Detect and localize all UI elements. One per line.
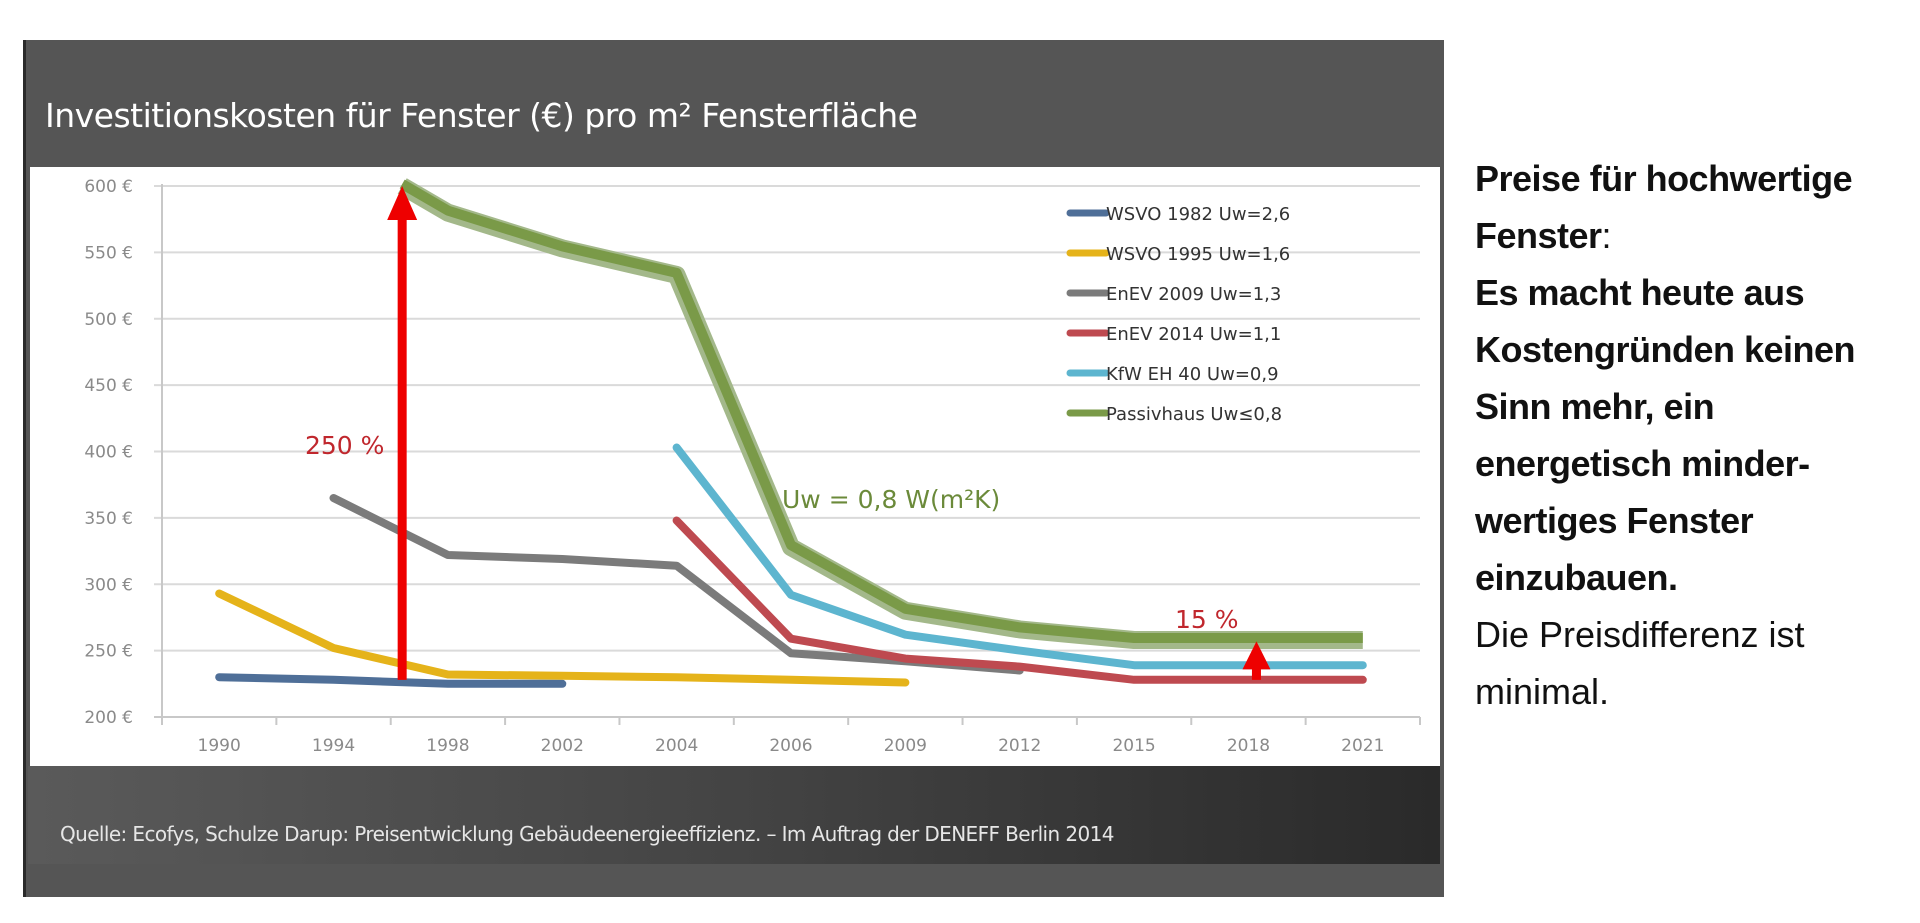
x-tick-label: 1990	[198, 736, 241, 756]
side-line-3: Es macht heute aus	[1475, 272, 1805, 313]
side-commentary: Preise für hochwertige Fenster: Es macht…	[1475, 150, 1915, 720]
legend-label: Passivhaus Uw≤0,8	[1106, 404, 1282, 425]
y-axis-ticks: 200 € 250 € 300 € 350 € 400 € 450 € 500 € 550 €…	[84, 177, 133, 728]
series-line	[672, 516, 1367, 684]
side-line-1: Preise für hochwertige	[1475, 158, 1853, 199]
source-note: Quelle: Ecofys, Schulze Darup: Preisentw…	[60, 822, 1114, 846]
x-tick-label: 2004	[655, 736, 698, 756]
annotations: 250 % 15 % Uw = 0,8 W(m²K)	[305, 186, 1271, 680]
x-tick-label: 2002	[541, 736, 584, 756]
legend-label: WSVO 1995 Uw=1,6	[1106, 244, 1290, 265]
side-line-2: Fenster:	[1475, 207, 1915, 264]
annotation-250-percent: 250 %	[305, 431, 384, 460]
arrow-250-percent	[387, 186, 418, 680]
x-tick-label: 1998	[426, 736, 469, 756]
side-line-8: einzubauen.	[1475, 557, 1678, 598]
side-line-4: Kostengründen keinen	[1475, 329, 1856, 370]
arrow-15-percent	[1242, 641, 1271, 680]
side-line-7: wertiges Fenster	[1475, 500, 1754, 541]
x-axis: 1990 1994 1998 2002 2004 2006 2009 2012 2015 2018…	[161, 184, 1421, 756]
x-tick-label: 2009	[884, 736, 927, 756]
x-tick-label: 2006	[769, 736, 812, 756]
x-tick-label: 1994	[312, 736, 355, 756]
series-line	[215, 673, 567, 688]
y-tick-label: 450 €	[84, 376, 133, 396]
legend-label: EnEV 2014 Uw=1,1	[1106, 324, 1281, 345]
series-lines	[215, 178, 1367, 688]
side-line-2-colon: :	[1601, 215, 1612, 256]
y-tick-label: 500 €	[84, 310, 133, 330]
series-line	[215, 589, 910, 687]
line-chart: 200 € 250 € 300 € 350 € 400 € 450 € 500 € 550 €…	[84, 177, 1421, 756]
x-tick-label: 2021	[1341, 736, 1384, 756]
y-tick-label: 600 €	[84, 177, 133, 197]
annotation-15-percent: 15 %	[1175, 605, 1239, 634]
y-tick-label: 400 €	[84, 443, 133, 463]
y-tick-label: 550 €	[84, 243, 133, 263]
legend: WSVO 1982 Uw=2,6 WSVO 1995 Uw=1,6 EnEV 200…	[1066, 204, 1290, 425]
side-line-10: minimal.	[1475, 671, 1610, 712]
x-tick-label: 2018	[1227, 736, 1270, 756]
chart-title: Investitionskosten für Fenster (€) pro m…	[45, 96, 918, 135]
y-tick-label: 250 €	[84, 642, 133, 662]
footer-bar	[28, 766, 1440, 864]
legend-label: EnEV 2009 Uw=1,3	[1106, 284, 1281, 305]
legend-label: KfW EH 40 Uw=0,9	[1106, 364, 1279, 385]
y-tick-label: 200 €	[84, 708, 133, 728]
y-tick-label: 350 €	[84, 509, 133, 529]
side-line-6: energetisch minder-	[1475, 443, 1810, 484]
x-tick-label: 2012	[998, 736, 1041, 756]
legend-label: WSVO 1982 Uw=2,6	[1106, 204, 1290, 225]
side-line-9: Die Preisdifferenz ist	[1475, 614, 1805, 655]
annotation-uw-value: Uw = 0,8 W(m²K)	[782, 485, 1000, 514]
side-line-5: Sinn mehr, ein	[1475, 386, 1715, 427]
side-line-2-text: Fenster	[1475, 215, 1602, 256]
series-line	[399, 179, 1363, 643]
y-tick-label: 300 €	[84, 575, 133, 595]
x-tick-label: 2015	[1112, 736, 1155, 756]
